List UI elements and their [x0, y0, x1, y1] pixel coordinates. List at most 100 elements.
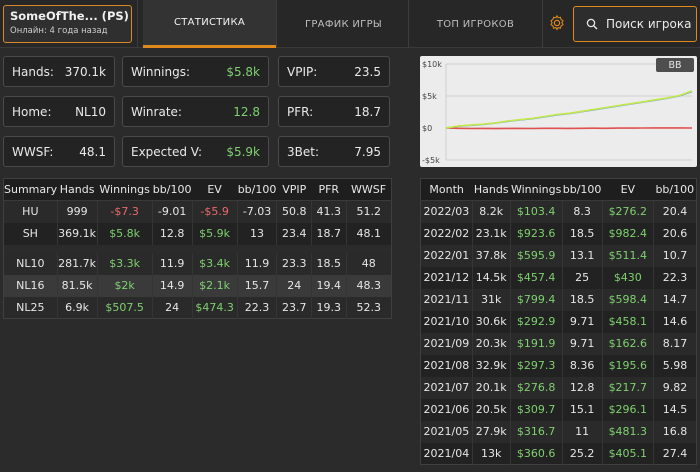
table-cell: $195.6 [601, 354, 654, 377]
table-cell: 2021/08 [420, 354, 473, 377]
table-cell: $507.5 [96, 296, 153, 319]
tab-statistics[interactable]: СТАТИСТИКА [143, 0, 276, 48]
table-row[interactable]: 2021/11 31k $799.4 18.5 $598.4 14.7 [420, 288, 697, 311]
table-row[interactable]: 2021/12 14.5k $457.4 25 $430 22.3 [420, 266, 697, 289]
table-cell: $982.4 [601, 222, 654, 245]
table-cell: 14.5k [471, 266, 511, 289]
table-cell: 9.71 [561, 310, 603, 333]
table-cell: SH [3, 222, 58, 245]
table-cell: $276.8 [509, 376, 563, 399]
table-cell: 48.3 [345, 274, 392, 297]
table-cell: 2021/09 [420, 332, 473, 355]
table-cell: 81.5k [56, 274, 98, 297]
search-label: Поиск игрока [606, 17, 692, 31]
table-cell: $5.8k [96, 222, 153, 245]
table-cell: 15.1 [561, 398, 603, 421]
table-cell: $296.1 [601, 398, 654, 421]
table-cell: 14.5 [653, 398, 697, 421]
table-cell: $481.3 [601, 420, 654, 443]
table-cell: 6.9k [56, 296, 98, 319]
column-header: Winnings [97, 178, 153, 201]
table-cell: $3.3k [96, 252, 153, 275]
stat-vpip: VPIP: 23.5 [278, 56, 390, 87]
column-header: Month [420, 178, 473, 201]
table-cell: 19.4 [311, 274, 347, 297]
player-status: Онлайн: 4 года назад [10, 26, 108, 36]
stat-label: Winnings: [131, 64, 190, 79]
tab-top-players[interactable]: ТОП ИГРОКОВ [436, 18, 515, 30]
stat-value: 48.1 [79, 144, 106, 159]
winnings-chart[interactable]: $10k $5k $0 -$5k BB [420, 56, 697, 167]
table-cell: 12.8 [151, 222, 193, 245]
search-player-button[interactable]: Поиск игрока [573, 6, 697, 42]
table-cell: 18.5 [311, 252, 347, 275]
table-row[interactable]: 2021/04 13k $360.6 25.2 $405.1 27.4 [420, 442, 697, 465]
table-row[interactable]: 2021/06 20.5k $309.7 15.1 $296.1 14.5 [420, 398, 697, 421]
table-row[interactable]: NL10 281.7k $3.3k 11.9 $3.4k 11.9 23.3 18.5 48 [3, 252, 392, 275]
table-cell: 2022/01 [420, 244, 473, 267]
monthly-table: Month Hands Winnings bb/100 EV bb/100 20… [420, 178, 697, 465]
tab-divider [408, 0, 409, 48]
table-cell: $297.3 [509, 354, 563, 377]
stat-hands: Hands: 370.1k [3, 56, 115, 87]
table-cell: 25 [561, 266, 603, 289]
table-row[interactable]: 2022/03 8.2k $103.4 8.3 $276.2 20.4 [420, 200, 697, 223]
table-row[interactable]: 2021/08 32.9k $297.3 8.36 $195.6 5.98 [420, 354, 697, 377]
table-cell: -9.01 [151, 200, 193, 223]
tab-game-graph[interactable]: ГРАФИК ИГРЫ [304, 18, 383, 30]
table-cell: 25.2 [561, 442, 603, 465]
column-header: VPIP [276, 178, 312, 201]
table-row[interactable]: 2021/05 27.9k $316.7 11 $481.3 16.8 [420, 420, 697, 443]
table-cell: 999 [56, 200, 98, 223]
table-cell: 48 [345, 252, 392, 275]
table-row[interactable]: 2022/01 37.8k $595.9 13.1 $511.4 10.7 [420, 244, 697, 267]
stat-value: NL10 [75, 104, 106, 119]
chart-y-tick-label: $10k [422, 60, 442, 69]
gap-cell [3, 244, 392, 253]
bb-toggle-badge[interactable]: BB [656, 58, 694, 72]
table-row[interactable]: 2021/09 20.3k $191.9 9.71 $162.6 8.17 [420, 332, 697, 355]
table-cell: -$5.9 [191, 200, 238, 223]
column-header: PFR [311, 178, 347, 201]
table-cell: 20.6 [653, 222, 697, 245]
table-cell: NL16 [3, 274, 58, 297]
table-row[interactable]: HU 999 -$7.3 -9.01 -$5.9 -7.03 50.8 41.3 51.2 [3, 200, 392, 223]
stat-label: Winrate: [131, 104, 182, 119]
table-cell: 37.8k [471, 244, 511, 267]
column-header: EV [192, 178, 238, 201]
table-row[interactable]: 2022/02 23.1k $923.6 18.5 $982.4 20.6 [420, 222, 697, 245]
stat-value: 18.7 [354, 104, 381, 119]
table-row[interactable]: 2021/07 20.1k $276.8 12.8 $217.7 9.82 [420, 376, 697, 399]
column-header: Hands [472, 178, 511, 201]
table-cell: 9.71 [561, 332, 603, 355]
table-cell: 27.9k [471, 420, 511, 443]
chart-series-line [445, 127, 693, 130]
table-cell: 8.36 [561, 354, 603, 377]
table-cell: 2021/07 [420, 376, 473, 399]
gear-icon[interactable] [548, 14, 566, 32]
table-cell: 23.4 [276, 222, 312, 245]
summary-header-row: Summary Hands Winnings bb/100 EV bb/100 … [3, 178, 392, 201]
chart-series-line [445, 90, 693, 129]
table-cell: $598.4 [601, 288, 654, 311]
column-header: EV [602, 178, 654, 201]
table-row[interactable]: NL16 81.5k $2k 14.9 $2.1k 15.7 24 19.4 48.3 [3, 274, 392, 297]
table-cell: $457.4 [509, 266, 563, 289]
column-header: Winnings [510, 178, 563, 201]
table-cell: 15.7 [236, 274, 277, 297]
table-row[interactable]: NL25 6.9k $507.5 24 $474.3 22.3 23.7 19.3 52.3 [3, 296, 392, 319]
table-cell: 13.1 [561, 244, 603, 267]
table-cell: 13k [471, 442, 511, 465]
table-cell: 23.1k [471, 222, 511, 245]
table-cell: $3.4k [191, 252, 238, 275]
table-row[interactable]: SH 369.1k $5.8k 12.8 $5.9k 13 23.4 18.7 48.1 [3, 222, 392, 245]
table-row[interactable]: 2021/10 30.6k $292.9 9.71 $458.1 14.6 [420, 310, 697, 333]
table-cell: 24 [151, 296, 193, 319]
table-cell: 20.1k [471, 376, 511, 399]
table-cell: 281.7k [56, 252, 98, 275]
table-cell: 23.3 [276, 252, 312, 275]
table-cell: 18.5 [561, 288, 603, 311]
table-cell: $2k [96, 274, 153, 297]
player-card[interactable]: SomeOfThe... (PS) Онлайн: 4 года назад [3, 5, 132, 43]
stat-value: $5.8k [226, 64, 260, 79]
